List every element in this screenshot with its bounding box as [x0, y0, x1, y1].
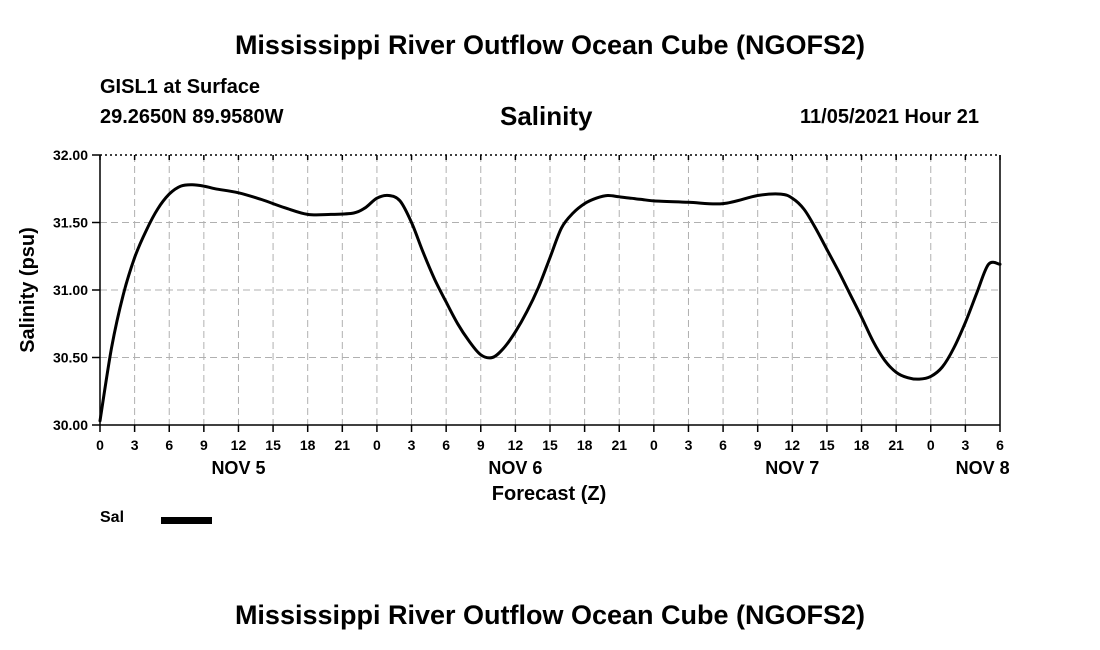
x-tick-label: 18: [577, 437, 593, 453]
y-tick-label: 30.00: [53, 417, 88, 433]
x-tick-label: 15: [265, 437, 281, 453]
legend-swatch: [161, 517, 212, 524]
x-tick-label: 6: [996, 437, 1004, 453]
forecast-date: 11/05/2021 Hour 21: [800, 106, 980, 128]
x-tick-label: 6: [165, 437, 173, 453]
y-axis-title: Salinity (psu): [17, 227, 39, 353]
x-tick-label: 9: [200, 437, 208, 453]
x-tick-label: 15: [819, 437, 835, 453]
station-coordinates: 29.2650N 89.9580W: [100, 106, 284, 128]
y-tick-label: 32.00: [53, 147, 88, 163]
axis-ticks: [92, 154, 1001, 432]
footer-title: Mississippi River Outflow Ocean Cube (NG…: [234, 600, 866, 630]
x-tick-label: 0: [650, 437, 658, 453]
x-tick-label: 3: [131, 437, 139, 453]
y-tick-label: 30.50: [53, 350, 88, 366]
x-tick-label: 6: [442, 437, 450, 453]
grid: [100, 155, 1000, 425]
x-tick-label: 9: [754, 437, 762, 453]
day-label: NOV 8: [956, 458, 1010, 478]
day-label: NOV 7: [765, 458, 819, 478]
x-tick-label: 9: [477, 437, 485, 453]
y-tick-label: 31.50: [53, 215, 88, 231]
x-tick-label: 18: [854, 437, 870, 453]
legend-label: Sal: [100, 509, 125, 526]
x-tick-label: 0: [927, 437, 935, 453]
day-label: NOV 6: [488, 458, 542, 478]
station-name: GISL1 at Surface: [100, 76, 261, 98]
page-title: Mississippi River Outflow Ocean Cube (NG…: [234, 30, 866, 60]
x-tick-label: 21: [611, 437, 627, 453]
x-axis-title: Forecast (Z): [492, 483, 606, 505]
x-tick-label: 15: [542, 437, 558, 453]
x-tick-label: 12: [231, 437, 247, 453]
salinity-series-line: [98, 183, 1002, 423]
x-tick-label: 21: [335, 437, 351, 453]
chart-title: Salinity: [500, 101, 593, 131]
x-tick-label: 3: [408, 437, 416, 453]
x-tick-label: 3: [685, 437, 693, 453]
x-tick-label: 12: [785, 437, 801, 453]
x-tick-label: 18: [300, 437, 316, 453]
x-tick-label: 0: [96, 437, 104, 453]
x-tick-label: 12: [508, 437, 524, 453]
day-label: NOV 5: [211, 458, 265, 478]
x-tick-label: 6: [719, 437, 727, 453]
x-tick-label: 3: [961, 437, 969, 453]
x-tick-label: 0: [373, 437, 381, 453]
x-tick-label: 21: [888, 437, 904, 453]
axis-labels: 30.00 30.50 31.00 31.50 32.00 0 3 6 9 12 15 18 21 0 3 6…: [53, 147, 1010, 478]
y-tick-label: 31.00: [53, 282, 88, 298]
